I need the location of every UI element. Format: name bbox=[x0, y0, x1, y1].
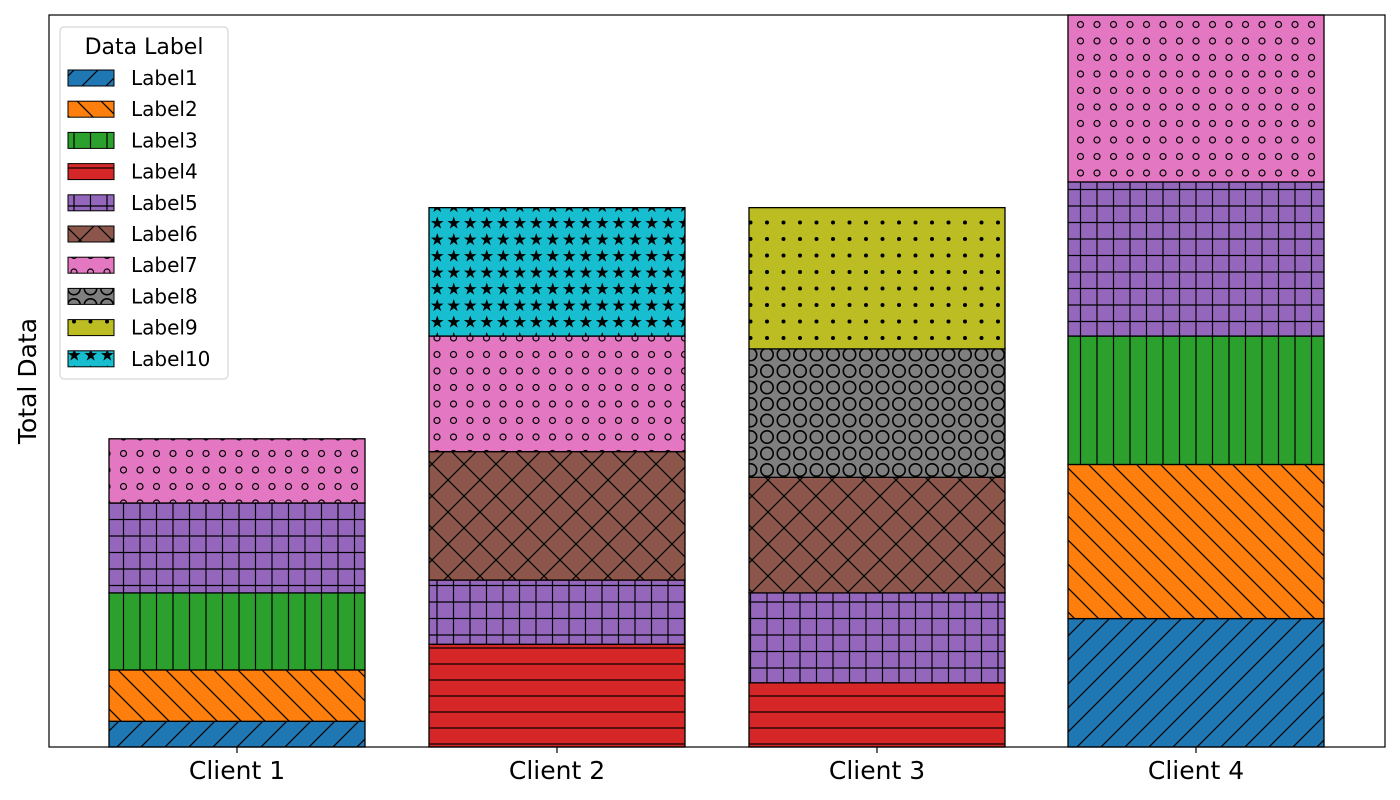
bar-segment-client-4-label3 bbox=[1067, 335, 1325, 466]
legend-label-label2: Label2 bbox=[131, 97, 198, 121]
bar-segment-client-3-label6 bbox=[748, 476, 1006, 594]
legend-title: Data Label bbox=[85, 35, 204, 60]
x-tick-label: Client 2 bbox=[509, 756, 605, 785]
x-tick-label: Client 1 bbox=[189, 756, 285, 785]
bar-segment-client-1-label2 bbox=[108, 669, 366, 722]
legend-label-label10: Label10 bbox=[131, 347, 210, 371]
legend-label-label7: Label7 bbox=[131, 253, 198, 277]
bar-segment-client-2-label6 bbox=[428, 450, 686, 581]
bar-segment-client-1-label5 bbox=[108, 502, 366, 594]
legend-label-label9: Label9 bbox=[131, 316, 198, 340]
bar-segment-client-2-label4 bbox=[428, 643, 686, 748]
bar-segment-client-2-label5 bbox=[428, 579, 686, 645]
x-axis: Client 1 Client 2 Client 3 Client 4 bbox=[189, 747, 1244, 785]
legend-swatch-label2 bbox=[67, 100, 115, 118]
bar-segment-client-4-label5 bbox=[1067, 181, 1325, 337]
x-tick-label: Client 4 bbox=[1148, 756, 1244, 785]
legend-label-label3: Label3 bbox=[131, 128, 198, 152]
legend-label-label1: Label1 bbox=[131, 66, 198, 90]
bar-segment-client-3-label9 bbox=[748, 206, 1006, 350]
bar-segment-client-2-label7 bbox=[428, 335, 686, 453]
legend-label-label5: Label5 bbox=[131, 191, 198, 215]
legend: Data Label Label1 Label2 Label3 Label4 Label5… bbox=[59, 26, 229, 380]
legend-swatch-label8 bbox=[67, 287, 115, 305]
bar-segment-client-1-label3 bbox=[108, 592, 366, 671]
legend-label-label6: Label6 bbox=[131, 222, 198, 246]
plot-frame bbox=[48, 14, 1386, 748]
bar-segment-client-2-label10 bbox=[428, 206, 686, 337]
x-tick-label: Client 3 bbox=[829, 756, 925, 785]
legend-label-label8: Label8 bbox=[131, 284, 198, 308]
bar-segment-client-1-label1 bbox=[108, 720, 366, 748]
legend-swatch-label1 bbox=[67, 69, 115, 87]
bar-segment-client-4-label1 bbox=[1067, 617, 1325, 748]
bar-segment-client-1-label7 bbox=[108, 438, 366, 504]
legend-swatch-label7 bbox=[67, 256, 115, 274]
legend-swatch-label10 bbox=[67, 350, 115, 368]
legend-swatch-label4 bbox=[67, 163, 115, 181]
bar-segment-client-4-label2 bbox=[1067, 463, 1325, 620]
legend-swatch-label9 bbox=[67, 319, 115, 337]
legend-swatch-label6 bbox=[67, 225, 115, 243]
bar-segment-client-3-label4 bbox=[748, 682, 1006, 748]
bar-segment-client-3-label5 bbox=[748, 592, 1006, 684]
bar-segment-client-3-label8 bbox=[748, 348, 1006, 478]
bar-segment-client-4-label7 bbox=[1067, 14, 1325, 183]
legend-label-label4: Label4 bbox=[131, 160, 198, 184]
bars-layer bbox=[108, 14, 1325, 748]
y-axis-label: Total Data bbox=[13, 318, 42, 445]
legend-swatch-label3 bbox=[67, 131, 115, 149]
legend-swatch-label5 bbox=[67, 194, 115, 212]
